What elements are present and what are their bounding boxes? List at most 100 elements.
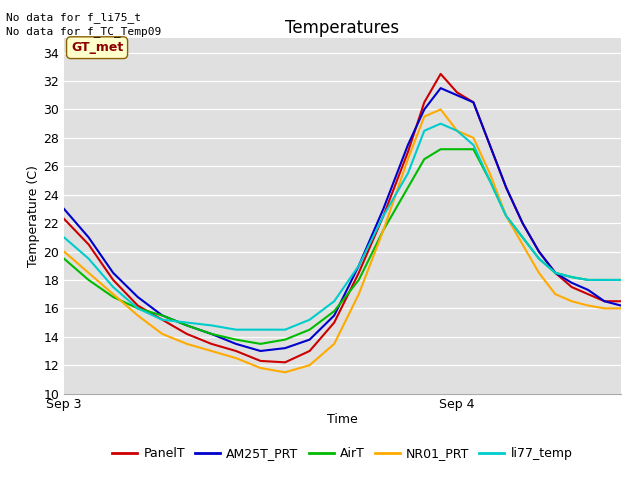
AirT: [109, 294, 117, 300]
AM25T_PRT: [535, 249, 543, 254]
li77_temp: [380, 213, 387, 219]
PanelT: [600, 299, 608, 304]
AM25T_PRT: [355, 263, 363, 269]
AM25T_PRT: [600, 299, 608, 304]
NR01_PRT: [60, 249, 68, 254]
AirT: [232, 337, 240, 343]
AM25T_PRT: [207, 331, 215, 337]
Text: GT_met: GT_met: [71, 41, 123, 54]
li77_temp: [470, 142, 477, 148]
AirT: [355, 277, 363, 283]
li77_temp: [330, 299, 338, 304]
NR01_PRT: [134, 312, 141, 318]
li77_temp: [518, 234, 526, 240]
AM25T_PRT: [84, 234, 92, 240]
NR01_PRT: [470, 135, 477, 141]
NR01_PRT: [232, 355, 240, 361]
PanelT: [84, 241, 92, 247]
PanelT: [552, 270, 559, 276]
li77_temp: [109, 284, 117, 290]
NR01_PRT: [453, 128, 461, 133]
li77_temp: [453, 128, 461, 133]
AM25T_PRT: [486, 142, 493, 148]
AirT: [437, 146, 445, 152]
li77_temp: [404, 170, 412, 176]
AirT: [380, 228, 387, 233]
li77_temp: [355, 263, 363, 269]
AM25T_PRT: [568, 280, 575, 286]
PanelT: [470, 99, 477, 105]
AM25T_PRT: [306, 337, 314, 343]
AM25T_PRT: [502, 185, 510, 191]
PanelT: [437, 71, 445, 77]
Legend: PanelT, AM25T_PRT, AirT, NR01_PRT, li77_temp: PanelT, AM25T_PRT, AirT, NR01_PRT, li77_…: [108, 443, 577, 466]
PanelT: [518, 220, 526, 226]
NR01_PRT: [355, 291, 363, 297]
AirT: [453, 146, 461, 152]
PanelT: [486, 142, 493, 148]
NR01_PRT: [600, 305, 608, 311]
li77_temp: [552, 270, 559, 276]
PanelT: [584, 291, 592, 297]
li77_temp: [281, 327, 289, 333]
AM25T_PRT: [617, 302, 625, 308]
PanelT: [207, 341, 215, 347]
NR01_PRT: [109, 291, 117, 297]
AM25T_PRT: [330, 312, 338, 318]
NR01_PRT: [183, 341, 191, 347]
li77_temp: [60, 234, 68, 240]
AM25T_PRT: [437, 85, 445, 91]
NR01_PRT: [486, 170, 493, 176]
PanelT: [281, 360, 289, 365]
AM25T_PRT: [420, 107, 428, 112]
NR01_PRT: [518, 241, 526, 247]
AirT: [568, 274, 575, 280]
AirT: [470, 146, 477, 152]
AirT: [281, 337, 289, 343]
NR01_PRT: [306, 362, 314, 368]
Line: NR01_PRT: NR01_PRT: [64, 109, 621, 372]
NR01_PRT: [568, 299, 575, 304]
AM25T_PRT: [404, 142, 412, 148]
NR01_PRT: [380, 228, 387, 233]
Title: Temperatures: Temperatures: [285, 19, 399, 37]
AirT: [420, 156, 428, 162]
li77_temp: [207, 323, 215, 328]
li77_temp: [568, 274, 575, 280]
AM25T_PRT: [281, 345, 289, 351]
AM25T_PRT: [109, 270, 117, 276]
AirT: [183, 323, 191, 328]
PanelT: [257, 358, 264, 364]
li77_temp: [600, 277, 608, 283]
AirT: [306, 327, 314, 333]
AirT: [404, 185, 412, 191]
li77_temp: [584, 277, 592, 283]
li77_temp: [437, 121, 445, 127]
NR01_PRT: [281, 370, 289, 375]
PanelT: [453, 89, 461, 95]
PanelT: [330, 320, 338, 325]
NR01_PRT: [330, 341, 338, 347]
NR01_PRT: [535, 270, 543, 276]
AM25T_PRT: [257, 348, 264, 354]
AM25T_PRT: [518, 220, 526, 226]
PanelT: [60, 216, 68, 222]
NR01_PRT: [159, 331, 166, 337]
AirT: [552, 270, 559, 276]
NR01_PRT: [420, 114, 428, 120]
PanelT: [420, 99, 428, 105]
PanelT: [159, 317, 166, 323]
AM25T_PRT: [232, 341, 240, 347]
AirT: [518, 234, 526, 240]
li77_temp: [535, 256, 543, 262]
AirT: [159, 312, 166, 318]
PanelT: [568, 284, 575, 290]
PanelT: [404, 149, 412, 155]
li77_temp: [502, 213, 510, 219]
AM25T_PRT: [453, 92, 461, 98]
Line: AirT: AirT: [64, 149, 621, 344]
PanelT: [502, 185, 510, 191]
li77_temp: [617, 277, 625, 283]
AirT: [600, 277, 608, 283]
NR01_PRT: [502, 213, 510, 219]
